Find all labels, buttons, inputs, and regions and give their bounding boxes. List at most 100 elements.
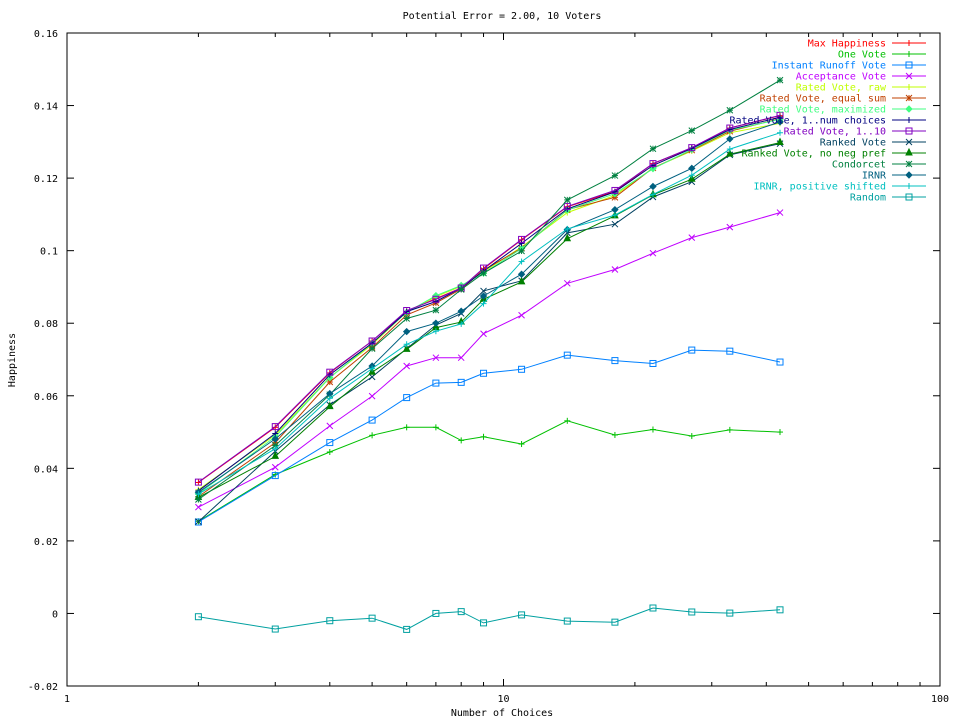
data-point: [432, 328, 439, 335]
data-point: [480, 619, 488, 627]
series-rated-vote-raw: [195, 120, 784, 493]
x-tick-label: 10: [497, 694, 509, 705]
y-tick-label: 0.08: [34, 319, 58, 330]
legend-label: Acceptance Vote: [796, 72, 886, 83]
x-tick-label: 100: [931, 694, 949, 705]
data-point: [457, 608, 465, 616]
data-point: [402, 344, 411, 352]
legend-entry-acceptance-vote: Acceptance Vote: [796, 72, 926, 83]
data-point: [611, 205, 619, 214]
data-point: [777, 129, 784, 136]
series-one-vote: [195, 417, 784, 525]
legend-label: Rated Vote, 1..10: [784, 127, 886, 138]
data-point: [518, 258, 525, 265]
legend-label: IRNR: [862, 171, 887, 182]
data-point: [776, 137, 784, 146]
legend-entry-irnr-positive-shifted: IRNR, positive shifted: [754, 182, 926, 193]
data-point: [688, 127, 696, 134]
legend-marker: [905, 94, 913, 102]
y-tick-label: 0.04: [34, 464, 58, 475]
data-point: [403, 394, 411, 402]
data-point: [402, 327, 411, 336]
data-point: [403, 362, 411, 370]
data-point: [611, 220, 619, 228]
data-point: [726, 609, 734, 617]
data-point: [195, 479, 202, 486]
series-acceptance-vote: [195, 209, 784, 511]
data-point: [726, 135, 734, 143]
legend-marker: [906, 183, 912, 189]
data-point: [518, 235, 526, 243]
data-point: [325, 401, 334, 410]
legend-label: Ranked Vote, no neg pref: [742, 149, 887, 160]
data-point: [369, 432, 376, 439]
x-tick-label: 1: [64, 694, 70, 705]
y-tick-label: 0: [52, 609, 58, 620]
legend-marker: [906, 117, 912, 123]
legend-entry-ranked-vote: Ranked Vote: [820, 138, 926, 149]
series-line: [198, 349, 781, 523]
data-point: [611, 618, 619, 626]
legend-label: Rated Vote, 1..num choices: [729, 116, 886, 127]
legend-marker: [906, 51, 912, 57]
x-axis-label: Number of Choices: [451, 708, 553, 719]
data-point: [272, 445, 279, 452]
data-point: [776, 209, 784, 216]
series-ranked-vote-no-neg-pref: [194, 137, 784, 500]
data-point: [688, 608, 696, 616]
series-line: [198, 114, 781, 483]
data-point: [726, 106, 734, 114]
data-point: [194, 613, 202, 621]
data-point: [518, 311, 525, 319]
data-point: [688, 144, 696, 152]
data-point: [403, 625, 411, 633]
data-point: [518, 611, 526, 619]
legend-entry-random: Random: [850, 193, 926, 204]
data-point: [479, 292, 488, 300]
series-line: [198, 607, 781, 630]
chart-title: Potential Error = 2.00, 10 Voters: [403, 11, 602, 22]
data-point: [368, 373, 376, 381]
axes: -0.02 0 0.02 0.04 0.06 0.08 0.1 0.12 0.14 0.16 1 10…: [28, 29, 949, 705]
legend-label: IRNR, positive shifted: [754, 182, 886, 193]
data-point: [326, 368, 334, 376]
data-point: [432, 379, 440, 387]
legend-label: One Vote: [838, 50, 886, 61]
legend-marker: [905, 127, 913, 135]
data-point: [777, 429, 784, 436]
legend-marker: [905, 138, 913, 146]
data-point: [726, 124, 734, 132]
series-ranked-vote: [195, 140, 784, 526]
data-point: [649, 145, 657, 153]
legend-marker: [906, 84, 912, 90]
series-line: [198, 142, 781, 498]
data-point: [688, 346, 696, 354]
y-tick-label: 0.02: [34, 537, 58, 548]
data-point: [726, 146, 733, 153]
legend-label: Rated Vote, maximized: [760, 105, 886, 116]
legend-marker: [905, 105, 913, 113]
data-point: [688, 164, 696, 173]
data-point: [649, 164, 657, 173]
data-point: [432, 424, 439, 431]
data-point: [563, 202, 571, 210]
y-tick-label: 0.16: [34, 29, 58, 40]
data-point: [611, 212, 618, 219]
data-point: [457, 307, 465, 315]
data-point: [271, 451, 280, 459]
series-rated-vote-1-num-choices: [195, 114, 784, 494]
data-point: [776, 606, 784, 614]
data-point: [403, 341, 410, 348]
series-irnr-positive-shifted: [195, 129, 784, 498]
legend-label: Rated Vote, raw: [796, 83, 887, 94]
y-axis-label: Happiness: [7, 333, 18, 387]
data-point: [432, 306, 440, 314]
y-tick-label: 0.12: [34, 174, 58, 185]
data-point: [649, 249, 657, 257]
data-point: [195, 496, 202, 503]
data-point: [432, 319, 440, 327]
data-point: [326, 395, 333, 402]
legend-entry-ranked-vote-no-neg-pref: Ranked Vote, no neg pref: [742, 147, 926, 160]
data-point: [480, 369, 488, 377]
